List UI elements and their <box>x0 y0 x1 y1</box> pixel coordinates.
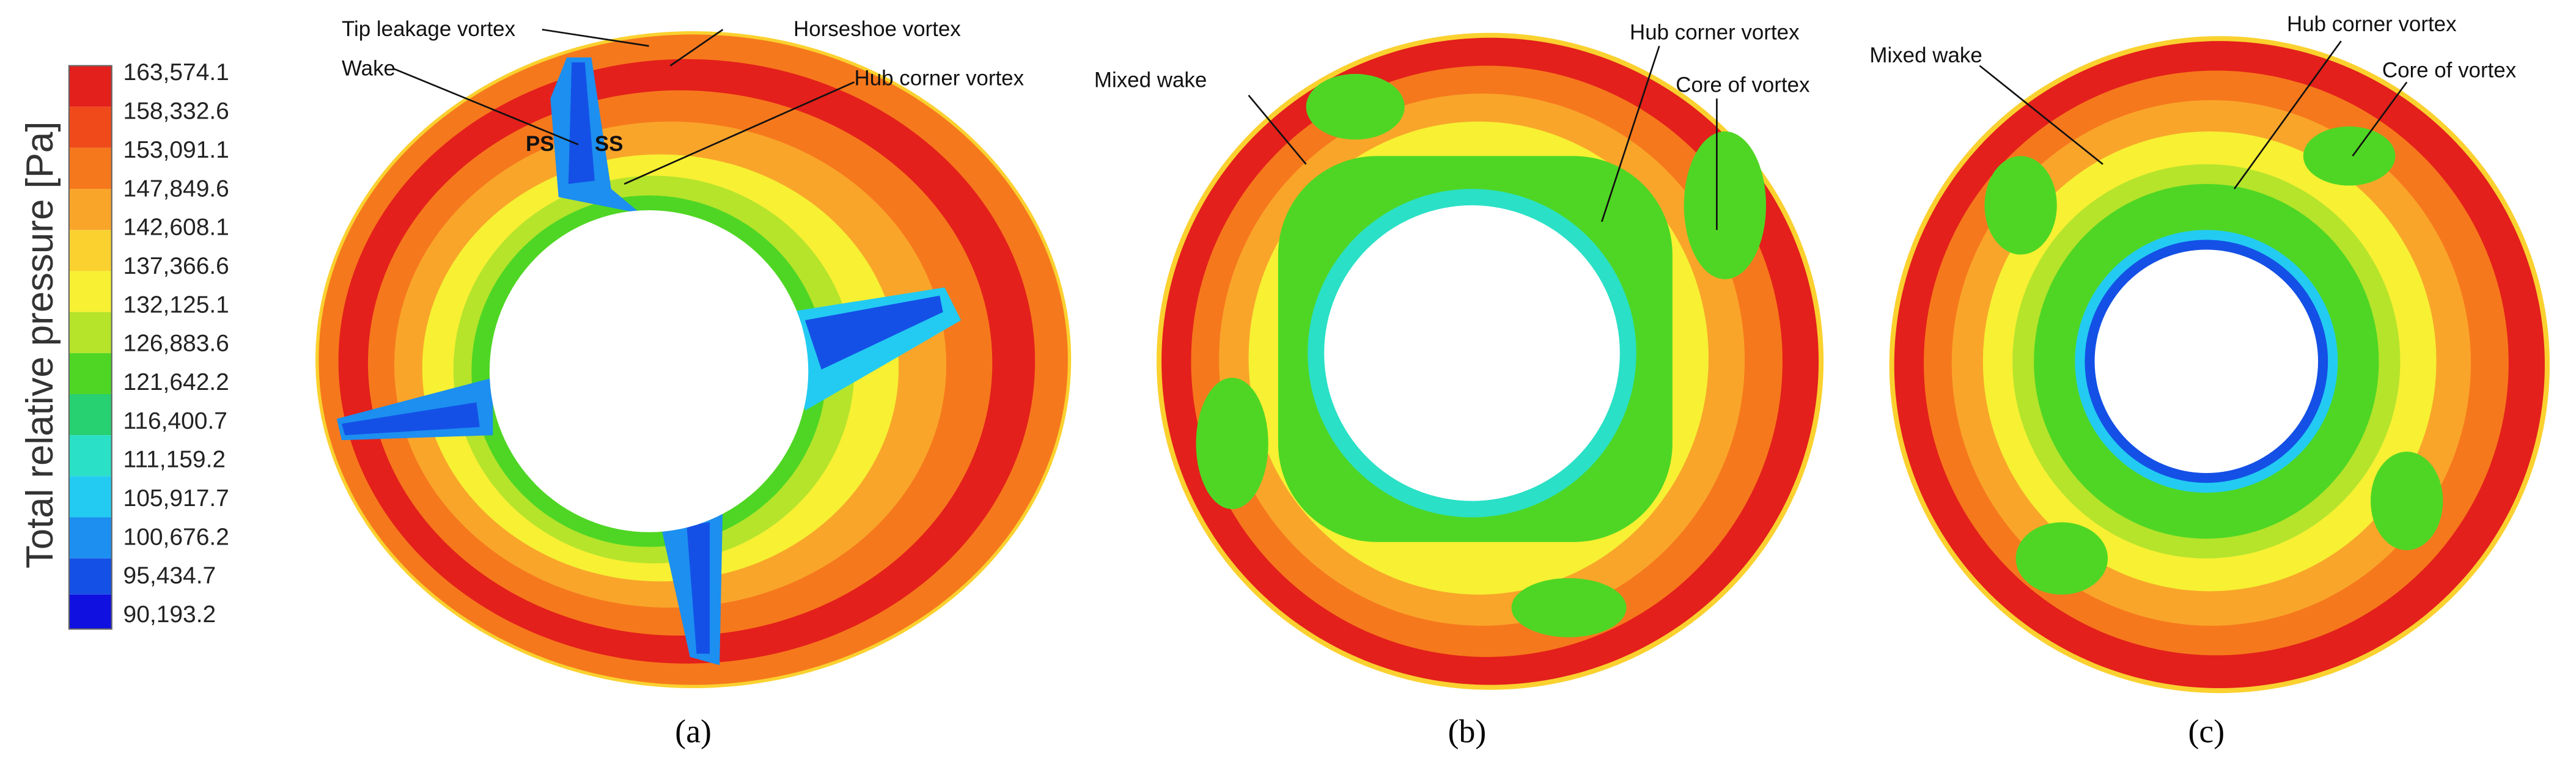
contour-a <box>315 31 1072 689</box>
colorbar-label: 147,849.6 <box>123 175 229 202</box>
colorbar-label: 105,917.7 <box>123 485 229 512</box>
annotation: Mixed wake <box>1094 68 1207 92</box>
colorbar-label: 126,883.6 <box>123 331 229 357</box>
annotation: Core of vortex <box>1676 73 1810 97</box>
contour-c <box>1889 36 2550 694</box>
annotation: Hub corner vortex <box>2287 12 2457 36</box>
colorbar-label: 137,366.6 <box>123 253 229 279</box>
annotation: Core of vortex <box>2382 58 2517 82</box>
annotation: Hub corner vortex <box>855 67 1025 90</box>
colorbar-title: Total relative pressure [Pa] <box>19 122 61 569</box>
colorbar-label: 132,125.1 <box>123 292 229 318</box>
annotation: Mixed wake <box>1869 43 1982 67</box>
colorbar-label: 100,676.2 <box>123 524 229 550</box>
caption: (c) <box>2188 713 2225 750</box>
colorbar-label: 90,193.2 <box>123 601 216 628</box>
colorbar-label: 121,642.2 <box>123 369 229 395</box>
colorbar-label: 95,434.7 <box>123 563 216 589</box>
annotation: Tip leakage vortex <box>342 17 516 41</box>
annotation: Horseshoe vortex <box>793 17 961 41</box>
caption: (b) <box>1448 713 1487 750</box>
colorbar-label: 158,332.6 <box>123 98 229 125</box>
colorbar-label: 153,091.1 <box>123 137 229 163</box>
annotation: Hub corner vortex <box>1630 20 1800 44</box>
contour-b <box>1157 32 1824 690</box>
annotation: PS <box>526 132 554 156</box>
colorbar-label: 111,159.2 <box>123 447 226 473</box>
colorbar-label: 163,574.1 <box>123 59 229 86</box>
annotation: Wake <box>342 57 396 81</box>
colorbar-label: 142,608.1 <box>123 215 229 241</box>
colorbar-label: 116,400.7 <box>123 408 227 434</box>
annotation: SS <box>595 132 624 156</box>
colorbar: Total relative pressure [Pa] <box>19 65 112 630</box>
caption: (a) <box>675 713 712 750</box>
